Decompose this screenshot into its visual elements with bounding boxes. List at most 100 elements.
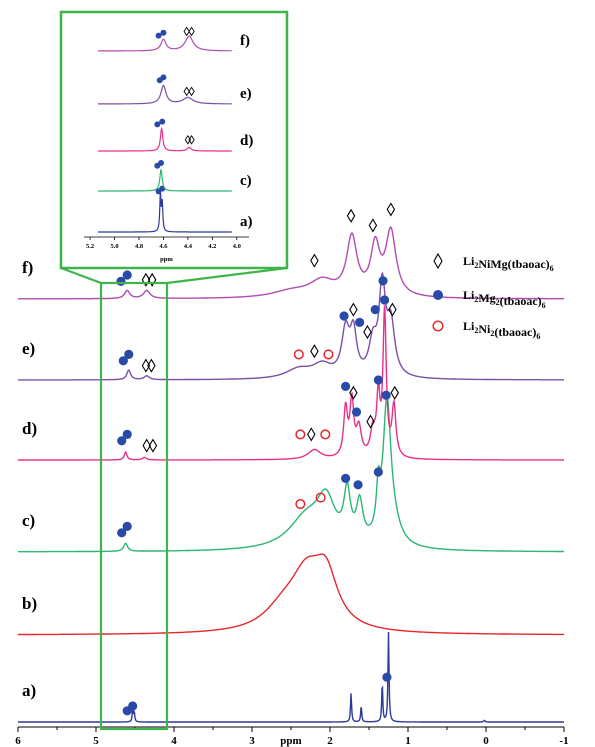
marker-mg-d-2	[341, 381, 351, 391]
trace-e	[18, 271, 564, 381]
inset-trace-label-c: c)	[240, 173, 252, 189]
inset-trace-label-d: d)	[240, 133, 253, 149]
marker-mg-a-1	[128, 701, 138, 711]
legend-symbol-filled-circle	[433, 290, 443, 300]
marker-nimg-e-3	[349, 302, 358, 317]
main-tick-label-7: -1	[559, 735, 568, 747]
inset-tick-label-3: 4.6	[159, 243, 168, 250]
marker-mg-d-5	[380, 295, 390, 305]
marker-mg-e-5	[378, 276, 388, 286]
marker-nimg-e-1	[147, 358, 156, 373]
inset-trace-f	[98, 35, 232, 52]
inset-marker-mg-f-0	[155, 32, 162, 39]
marker-nimg-d-3	[349, 385, 358, 400]
inset-tick-label-4: 4.4	[184, 243, 193, 250]
inset-marker-mg-f-1	[160, 29, 167, 36]
legend-label-1: Li2Mg2(tbaoac)6	[463, 288, 546, 310]
inset-trace-label-a: a)	[240, 214, 253, 230]
marker-ni-d-1	[320, 429, 331, 440]
main-tick-label-6: 0	[483, 735, 489, 747]
marker-nimg-f-2	[310, 253, 319, 268]
main-tick-label-0: 6	[15, 735, 21, 747]
trace-d	[18, 305, 564, 461]
legend-symbol-open-circle	[432, 320, 444, 332]
inset-tick-label-0: 5.2	[86, 243, 94, 250]
marker-nimg-f-1	[147, 272, 157, 287]
inset-trace-label-e: e)	[240, 86, 252, 102]
marker-mg-a-2	[382, 672, 392, 682]
inset-trace-a	[98, 191, 232, 233]
trace-f	[18, 226, 564, 300]
marker-mg-f-1	[122, 270, 132, 280]
inset-marker-mg-d-0	[154, 121, 161, 128]
trace-label-d: d)	[22, 419, 37, 438]
trace-label-a: a)	[22, 681, 36, 700]
inset-marker-mg-e-1	[160, 74, 167, 81]
marker-ni-c-1	[315, 492, 326, 503]
inset-marker-nimg-e-1	[188, 86, 195, 97]
inset-trace-label-f: f)	[240, 33, 250, 49]
marker-nimg-d-5	[390, 385, 399, 400]
main-tick-label-5: 1	[405, 735, 411, 747]
marker-ni-d-0	[295, 429, 306, 440]
inset-tick-label-5: 4.2	[208, 243, 216, 250]
inset-marker-nimg-f-1	[188, 26, 195, 37]
marker-mg-d-1	[122, 429, 132, 439]
trace-b	[18, 553, 564, 636]
marker-mg-d-0	[117, 436, 127, 446]
marker-nimg-f-3	[346, 208, 356, 223]
marker-mg-c-5	[381, 390, 391, 400]
inset-trace-c	[98, 168, 232, 192]
zoom-line-right	[166, 266, 288, 285]
inset-tick-label-2: 4.8	[135, 243, 144, 250]
marker-mg-c-0	[117, 528, 127, 538]
inset-x-axis-title: ppm	[160, 256, 173, 263]
inset-marker-nimg-f-0	[183, 26, 190, 37]
marker-nimg-e-5	[388, 302, 397, 317]
marker-mg-d-4	[373, 375, 383, 385]
legend: Li2NiMg(tbaoac)6 Li2Mg2(tbaoac)6 Li2Ni2(tb…	[432, 252, 554, 341]
trace-label-c: c)	[22, 511, 35, 530]
marker-nimg-e-0	[141, 358, 151, 373]
marker-mg-d-3	[351, 407, 362, 417]
marker-ni-e-1	[323, 349, 334, 360]
main-tick-label-1: 5	[93, 735, 99, 747]
inset-frame	[59, 10, 289, 270]
marker-mg-e-4	[370, 305, 380, 315]
main-tick-label-3: 3	[249, 735, 255, 747]
inset-zoom-panel: a) c) d) e) f) 5.2 5.0 4.8 4.6 4.4 4.2 4.0 ppm	[59, 10, 289, 270]
highlight-region-and-zoom-lines	[60, 266, 288, 731]
marker-nimg-d-2	[307, 427, 316, 442]
inset-tick-label-1: 5.0	[110, 243, 118, 250]
marker-mg-e-3	[355, 317, 365, 327]
marker-ni-e-0	[293, 349, 304, 360]
inset-marker-mg-d-1	[159, 118, 166, 125]
marker-mg-e-0	[118, 356, 128, 366]
marker-mg-c-1	[122, 521, 132, 532]
marker-nimg-f-4	[368, 218, 378, 233]
zoom-line-left	[60, 266, 102, 285]
trace-a	[18, 631, 564, 723]
marker-mg-e-2	[339, 311, 349, 321]
inset-tick-label-6: 4.0	[233, 243, 241, 250]
marker-nimg-e-2	[310, 344, 319, 359]
inset-trace-d	[98, 126, 232, 152]
legend-label-2: Li2Ni2(tbaoac)6	[463, 319, 540, 341]
marker-mg-c-2	[341, 473, 351, 483]
main-spectra-traces	[18, 226, 564, 723]
marker-nimg-f-0	[141, 272, 151, 287]
inset-marker-nimg-e-0	[183, 86, 190, 97]
marker-nimg-d-4	[366, 414, 375, 429]
main-tick-label-2: 4	[171, 735, 177, 747]
inset-marker-mg-c-1	[158, 160, 164, 166]
marker-mg-c-3	[353, 480, 363, 490]
trace-label-e: e)	[22, 339, 35, 358]
legend-label-0: Li2NiMg(tbaoac)6	[463, 254, 554, 273]
legend-symbol-diamond	[433, 252, 443, 270]
main-trace-labels: a) b) c) d) e) f)	[22, 258, 37, 700]
main-x-axis-title: ppm	[280, 735, 301, 747]
marker-mg-e-1	[124, 349, 134, 359]
marker-ni-c-0	[295, 498, 306, 510]
marker-nimg-d-0	[142, 438, 151, 453]
